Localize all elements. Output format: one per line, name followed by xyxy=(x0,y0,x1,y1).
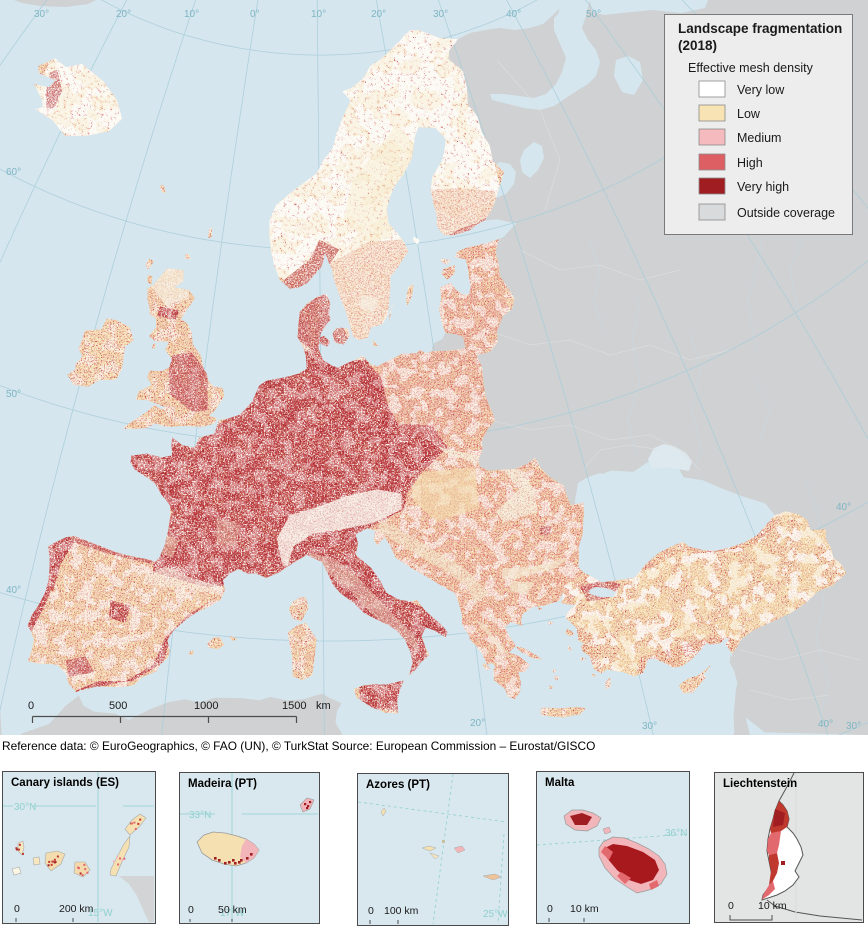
svg-text:20°: 20° xyxy=(116,9,131,20)
svg-text:10°: 10° xyxy=(311,9,326,20)
svg-text:High: High xyxy=(737,156,763,170)
svg-text:10 km: 10 km xyxy=(570,903,599,915)
svg-text:km: km xyxy=(316,700,331,712)
svg-text:Very high: Very high xyxy=(737,180,789,194)
svg-text:50°: 50° xyxy=(586,9,601,20)
svg-text:(2018): (2018) xyxy=(678,38,717,53)
svg-text:50°: 50° xyxy=(6,389,21,400)
svg-text:30°: 30° xyxy=(846,721,861,732)
svg-text:100 km: 100 km xyxy=(384,905,419,917)
svg-text:20°: 20° xyxy=(470,718,485,729)
svg-text:15°W: 15°W xyxy=(88,908,113,919)
svg-text:Medium: Medium xyxy=(737,131,781,145)
svg-text:0: 0 xyxy=(28,700,34,712)
svg-text:0: 0 xyxy=(14,903,20,915)
svg-text:10°: 10° xyxy=(184,9,199,20)
svg-text:33°N: 33°N xyxy=(189,810,211,821)
svg-text:60°: 60° xyxy=(6,167,21,178)
svg-text:40°: 40° xyxy=(818,719,833,730)
svg-text:50 km: 50 km xyxy=(218,904,247,916)
svg-text:Very low: Very low xyxy=(737,83,785,97)
svg-text:Outside coverage: Outside coverage xyxy=(737,206,835,220)
svg-text:25°W: 25°W xyxy=(483,909,507,920)
svg-text:0: 0 xyxy=(547,903,553,915)
svg-text:500: 500 xyxy=(109,700,127,712)
svg-text:30°: 30° xyxy=(34,9,49,20)
svg-text:Effective mesh density: Effective mesh density xyxy=(688,61,814,75)
svg-text:30°N: 30°N xyxy=(14,802,36,813)
svg-text:1500: 1500 xyxy=(282,700,306,712)
svg-text:200 km: 200 km xyxy=(59,903,94,915)
svg-text:1000: 1000 xyxy=(194,700,218,712)
svg-text:Landscape fragmentation: Landscape fragmentation xyxy=(678,21,842,36)
svg-text:17°W: 17°W xyxy=(220,908,245,919)
svg-text:0: 0 xyxy=(368,905,374,917)
svg-text:30°: 30° xyxy=(642,721,657,732)
svg-text:40°: 40° xyxy=(836,502,851,513)
svg-text:40°: 40° xyxy=(506,9,521,20)
svg-text:20°: 20° xyxy=(371,9,386,20)
svg-text:Low: Low xyxy=(737,107,761,121)
svg-text:36°N: 36°N xyxy=(665,828,687,839)
svg-text:30°: 30° xyxy=(433,9,448,20)
svg-text:0: 0 xyxy=(188,904,194,916)
svg-text:40°: 40° xyxy=(6,585,21,596)
svg-text:0: 0 xyxy=(728,900,734,912)
svg-text:10 km: 10 km xyxy=(758,900,787,912)
svg-text:0°: 0° xyxy=(250,9,260,20)
